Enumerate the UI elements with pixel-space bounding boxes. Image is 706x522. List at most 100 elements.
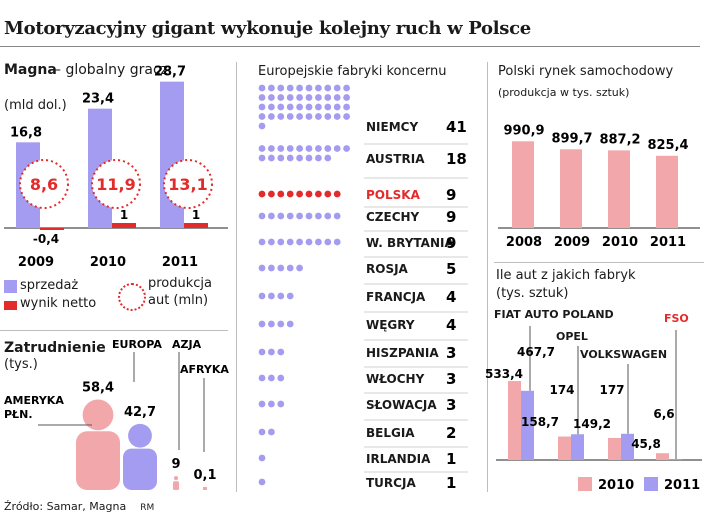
output-factory-name: VOLKSWAGEN: [580, 348, 667, 361]
legend-swatch-sales: [4, 280, 17, 293]
market-value: 990,9: [503, 123, 544, 138]
market-bar: [560, 149, 582, 228]
factory-dot: [296, 238, 303, 246]
magna-chart: 16,8 -0,4 8,6 2009 23,4 1 11,9 2010 28,7 1 13,1 201…: [4, 65, 228, 270]
author-mark: RM: [140, 503, 155, 513]
output-value-2011: 6,6: [653, 407, 674, 421]
factory-country: AUSTRIA: [366, 152, 425, 166]
figure-body: [203, 487, 207, 490]
output-factory-name: OPEL: [556, 330, 588, 343]
employment-region: AMERYKA: [4, 394, 64, 407]
factory-count: 9: [446, 208, 456, 226]
figure-body: [76, 431, 120, 490]
factory-dot: [258, 94, 266, 101]
factory-dot: [333, 145, 341, 152]
factory-dot: [277, 292, 285, 300]
factory-dot: [324, 238, 332, 246]
market-value: 887,2: [599, 132, 640, 147]
factory-dot: [333, 103, 341, 111]
factory-dot: [343, 113, 350, 120]
figure-head: [82, 399, 114, 431]
output-factory-name: FSO: [664, 312, 689, 325]
factory-dot: [277, 320, 285, 328]
legend-label-sales: sprzedaż: [20, 278, 79, 293]
factory-dot: [277, 374, 285, 382]
factory-dot: [296, 84, 303, 92]
output-bar-2011: [621, 433, 634, 460]
factory-dot: [324, 113, 332, 120]
market-bar: [608, 150, 630, 228]
factory-dot: [258, 264, 266, 272]
factory-dot: [324, 145, 332, 152]
factory-dot: [268, 94, 275, 101]
market-bar: [656, 155, 678, 228]
employment-value: 58,4: [82, 380, 114, 395]
factory-count: 4: [446, 316, 456, 334]
output-bar-2010: [558, 436, 571, 460]
figure-body: [173, 481, 179, 490]
factory-dot: [277, 264, 285, 272]
output-value-2011: 467,7: [517, 345, 555, 359]
factory-dot: [286, 154, 294, 162]
output-value-2010: 158,7: [521, 415, 559, 429]
factory-dot: [315, 154, 322, 162]
factory-dot: [258, 238, 266, 246]
factory-dot: [315, 103, 322, 111]
factory-country: WŁOCHY: [366, 372, 425, 386]
factory-dot: [268, 154, 275, 162]
factory-dot: [315, 238, 322, 246]
factory-dot: [258, 478, 266, 486]
factory-count: 4: [446, 288, 456, 306]
sales-label: 28,7: [154, 65, 186, 80]
divider-right: [487, 62, 488, 492]
factory-country: TURCJA: [366, 476, 416, 490]
legend-swatch-2010: [578, 477, 592, 491]
market-bar: [512, 141, 534, 228]
employment-figure: [203, 487, 207, 490]
employment-figure: [123, 423, 157, 490]
legend-label-2011: 2011: [664, 478, 700, 493]
page-title: Motoryzacyjny gigant wykonuje kolejny ru…: [4, 18, 531, 39]
factory-dot: [305, 113, 313, 120]
employment-figure: [173, 476, 179, 490]
factory-country: BELGIA: [366, 426, 415, 440]
output-bar-2011: [669, 459, 682, 460]
employment-region: AFRYKA: [180, 363, 229, 376]
title-rule: [0, 46, 700, 47]
factory-dot: [286, 320, 294, 328]
divider-market-factories: [494, 262, 704, 263]
factory-dot: [296, 154, 303, 162]
magna-subtitle: – globalny gracz: [54, 62, 169, 78]
factory-dot: [333, 212, 341, 220]
factory-dot: [343, 94, 350, 101]
employment-value: 9: [171, 457, 180, 472]
figure-head: [128, 423, 152, 448]
output-value-2010: 45,8: [631, 437, 661, 451]
factory-dot: [268, 145, 275, 152]
output-factory-name: FIAT AUTO POLAND: [494, 308, 614, 321]
factory-country: WĘGRY: [366, 318, 415, 332]
divider-left: [236, 62, 237, 492]
factory-count: 2: [446, 424, 456, 442]
factory-dot: [258, 348, 266, 356]
factory-dot: [296, 94, 303, 101]
factory-dot: [268, 292, 275, 300]
factory-dot: [268, 348, 275, 356]
factory-dot: [324, 154, 332, 162]
factory-dot: [315, 145, 322, 152]
output-value-2011: 177: [599, 383, 624, 397]
employment-figure: [76, 399, 120, 490]
employment-unit: (tys.): [4, 357, 38, 372]
factory-dot: [258, 145, 266, 152]
factory-count: 9: [446, 186, 456, 204]
output-bar-2010: [656, 453, 669, 460]
factory-dot: [268, 320, 275, 328]
market-title: Polski rynek samochodowy: [498, 64, 674, 79]
factory-dot: [268, 400, 275, 408]
output-bar-2010: [608, 437, 621, 460]
source-text: Źródło: Samar, Magna: [4, 500, 127, 513]
legend-label-net: wynik netto: [20, 296, 97, 311]
factory-dot: [324, 84, 332, 92]
factories-title: Europejskie fabryki koncernu: [258, 64, 447, 79]
factory-dot: [277, 212, 285, 220]
